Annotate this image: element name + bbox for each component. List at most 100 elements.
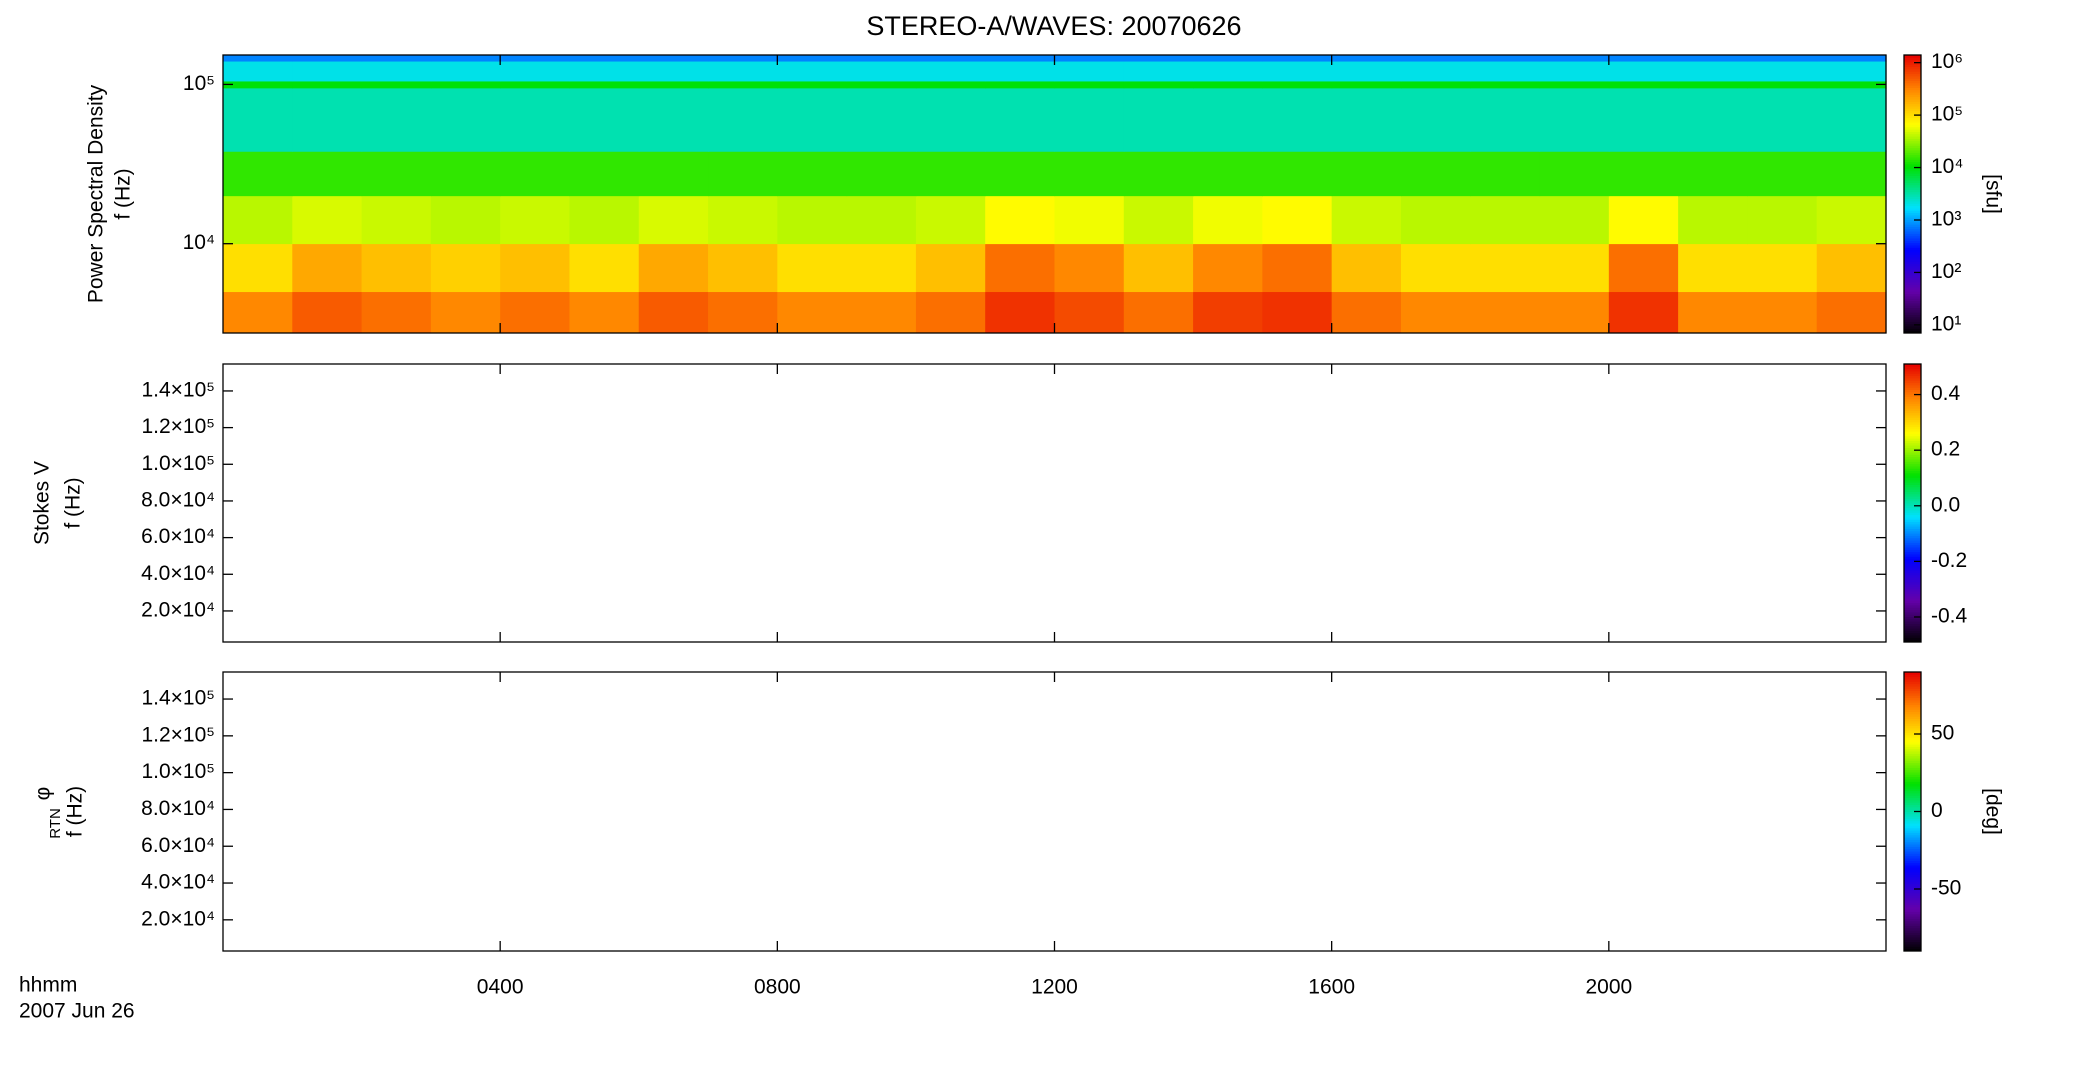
colorbar-segment: [1904, 711, 1921, 715]
heatmap-cell: [1400, 87, 1471, 152]
y-axis-label: f (Hz): [112, 168, 135, 219]
colorbar-segment: [1904, 170, 1921, 174]
colorbar-segment: [1904, 741, 1921, 745]
colorbar-segment: [1904, 194, 1921, 197]
colorbar-segment: [1904, 716, 1921, 719]
y-tick-label: 4.0×10⁴: [141, 871, 215, 894]
colorbar-segment: [1904, 189, 1921, 193]
colorbar-segment: [1904, 433, 1921, 437]
colorbar-label: [deg]: [1981, 788, 2004, 835]
colorbar-segment: [1904, 618, 1921, 622]
colorbar-segment: [1904, 131, 1921, 135]
colorbar-segment: [1904, 214, 1921, 218]
colorbar-segment: [1904, 472, 1921, 476]
colorbar-segment: [1904, 286, 1921, 290]
colorbar-segment: [1904, 491, 1921, 495]
colorbar-segment: [1904, 447, 1921, 451]
colorbar-segment: [1904, 874, 1921, 878]
colorbar-segment: [1904, 760, 1921, 764]
heatmap-cell: [292, 55, 363, 62]
heatmap-cell: [1262, 87, 1333, 152]
heatmap-cell: [1747, 195, 1818, 245]
colorbar-segment: [1904, 484, 1921, 488]
colorbar-segment: [1904, 330, 1921, 334]
colorbar-segment: [1904, 630, 1921, 634]
heatmap-cell: [1678, 81, 1749, 89]
heatmap-cell: [1331, 243, 1402, 293]
colorbar-segment: [1904, 316, 1921, 320]
colorbar-segment: [1904, 797, 1921, 801]
heatmap-cell: [1539, 195, 1610, 245]
heatmap-cell: [638, 55, 709, 62]
colorbar-segment: [1904, 558, 1921, 562]
heatmap-cell: [915, 195, 986, 245]
heatmap-cell: [1678, 195, 1749, 245]
colorbar-segment: [1904, 391, 1921, 395]
colorbar-segment: [1904, 788, 1921, 792]
colorbar-segment: [1904, 105, 1921, 109]
colorbar-segment: [1904, 526, 1921, 529]
colorbar-segment: [1904, 177, 1921, 181]
colorbar-segment: [1904, 421, 1921, 425]
colorbar-segment: [1904, 228, 1921, 232]
colorbar-segment: [1904, 623, 1921, 627]
heatmap-cell: [1054, 87, 1125, 152]
heatmap-cell: [1331, 195, 1402, 245]
colorbar-segment: [1904, 732, 1921, 736]
colorbar-segment: [1904, 948, 1921, 952]
colorbar-segment: [1904, 154, 1921, 158]
colorbar-segment: [1904, 55, 1921, 58]
heatmap-cell: [361, 61, 432, 82]
colorbar-segment: [1904, 906, 1921, 910]
heatmap-cell: [1400, 195, 1471, 245]
colorbar-segment: [1904, 851, 1921, 854]
heatmap-cell: [1262, 195, 1333, 245]
colorbar-segment: [1904, 66, 1921, 70]
colorbar-segment: [1904, 140, 1921, 144]
colorbar-segment: [1904, 305, 1921, 309]
colorbar-segment: [1904, 595, 1921, 599]
heatmap-cell: [638, 243, 709, 293]
heatmap-cell: [1123, 243, 1194, 293]
colorbar-segment: [1904, 678, 1921, 682]
colorbar-segment: [1904, 695, 1921, 699]
heatmap-cell: [1678, 55, 1749, 62]
colorbar-segment: [1904, 138, 1921, 142]
heatmap-cell: [569, 61, 640, 82]
heatmap-cell: [1470, 61, 1541, 82]
heatmap-cell: [500, 61, 571, 82]
colorbar-segment: [1904, 765, 1921, 768]
heatmap-cell: [1331, 55, 1402, 62]
colorbar-segment: [1904, 681, 1921, 685]
heatmap-cell: [1193, 81, 1263, 89]
colorbar-segment: [1904, 528, 1921, 532]
colorbar-segment: [1904, 692, 1921, 696]
heatmap-cell: [1608, 81, 1679, 89]
colorbar-segment: [1904, 493, 1921, 497]
colorbar-segment: [1904, 247, 1921, 251]
colorbar-segment: [1904, 307, 1921, 311]
colorbar-segment: [1904, 604, 1921, 608]
heatmap-cell: [569, 151, 640, 197]
colorbar-segment: [1904, 312, 1921, 315]
x-axis-label: hhmm: [19, 974, 77, 997]
colorbar-segment: [1904, 881, 1921, 885]
colorbar-segment: [1904, 591, 1921, 594]
colorbar-segment: [1904, 944, 1921, 947]
colorbar-segment: [1904, 755, 1921, 759]
colorbar-segment: [1904, 117, 1921, 121]
colorbar-segment: [1904, 463, 1921, 467]
x-tick-label: 1600: [1308, 976, 1355, 999]
colorbar-segment: [1904, 720, 1921, 724]
heatmap-cell: [292, 291, 363, 334]
colorbar-segment: [1904, 586, 1921, 590]
heatmap-cell: [985, 81, 1056, 89]
colorbar-segment: [1904, 530, 1921, 534]
colorbar-segment: [1904, 59, 1921, 63]
colorbar-segment: [1904, 122, 1921, 125]
colorbar-segment: [1904, 540, 1921, 543]
colorbar-segment: [1904, 588, 1921, 592]
colorbar-tick-label: 10³: [1931, 208, 1961, 231]
colorbar-segment: [1904, 853, 1921, 857]
heatmap-cell: [1193, 243, 1263, 293]
